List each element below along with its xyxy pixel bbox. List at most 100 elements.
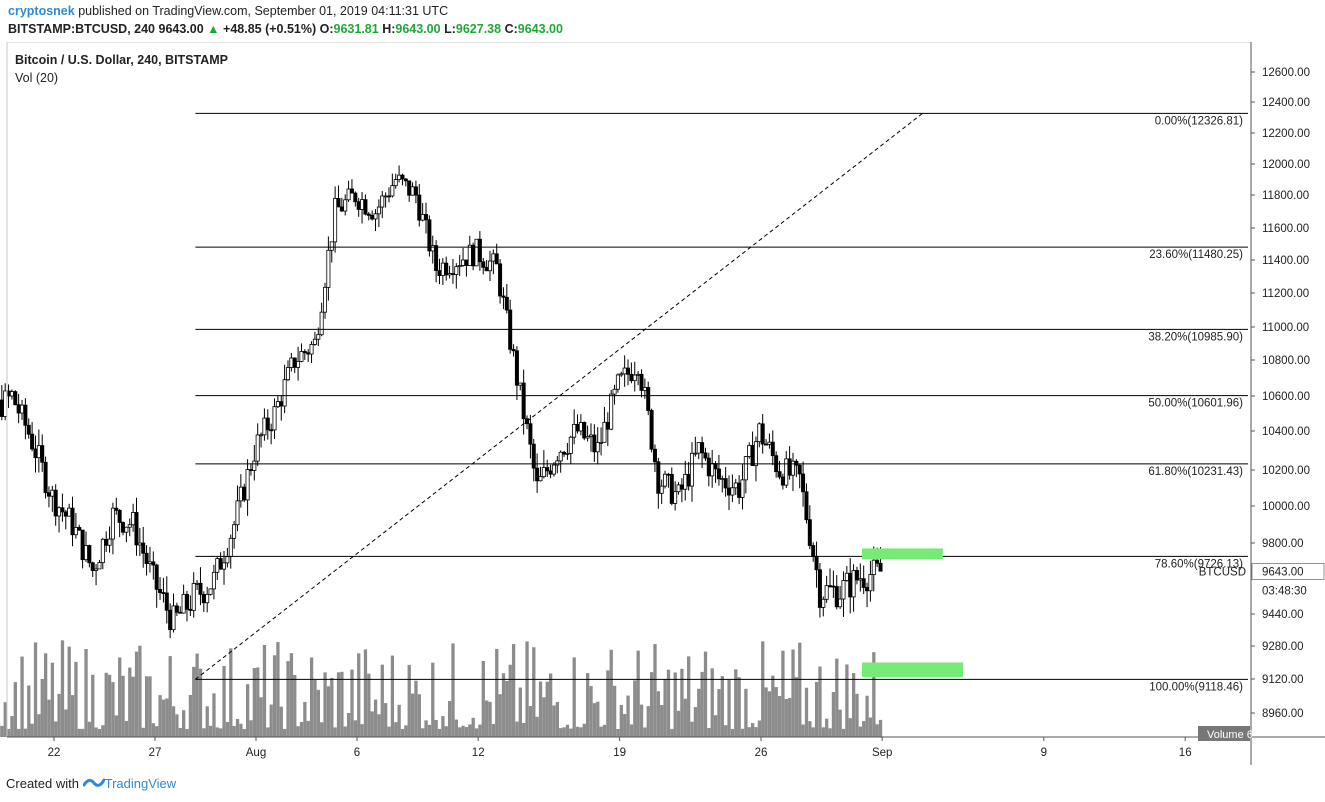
candle-body <box>558 451 563 462</box>
candle <box>440 258 445 285</box>
volume-bar <box>848 718 852 737</box>
candle <box>77 524 82 531</box>
open-value: 9631.81 <box>333 22 379 36</box>
candle-body <box>831 585 836 588</box>
candle <box>868 560 873 602</box>
candle-body <box>164 592 169 611</box>
volume-bar <box>501 673 506 737</box>
candle <box>279 395 284 421</box>
close-label: C: <box>504 22 518 36</box>
price-tick-label: 12200.00 <box>1262 128 1310 140</box>
candle <box>201 591 206 612</box>
candle-body <box>787 458 792 476</box>
candle <box>753 436 758 482</box>
symbol-tag-label: BTCUSD <box>1199 566 1246 578</box>
candle-body <box>23 404 28 426</box>
candle <box>323 282 328 319</box>
high-label: H: <box>382 22 396 36</box>
candle <box>319 302 324 337</box>
volume-bar <box>67 646 71 737</box>
tradingview-logo-icon <box>82 776 106 793</box>
fib-label: 78.60%(9726.13) <box>1155 558 1243 570</box>
candle-body <box>417 194 422 221</box>
dashed-trend-line <box>195 112 923 680</box>
candle-body <box>619 373 624 376</box>
volume-bar <box>286 661 290 737</box>
candle-body <box>161 592 166 594</box>
candle-body <box>134 512 139 546</box>
candle-body <box>454 266 459 275</box>
volume-bar <box>747 727 751 737</box>
candle <box>821 596 826 617</box>
volume-bar <box>538 681 543 737</box>
volume-bar <box>474 728 479 737</box>
candle-body <box>225 556 230 564</box>
candle <box>306 349 311 362</box>
candle-body <box>73 527 78 536</box>
volume-bar <box>713 715 718 737</box>
candle-body <box>821 598 826 608</box>
candle-body <box>83 545 88 561</box>
volume-bar <box>730 728 735 737</box>
volume-bar <box>794 677 799 737</box>
candle <box>636 371 641 386</box>
volume-bar <box>535 716 539 737</box>
tradingview-brand[interactable]: TradingView <box>104 776 177 791</box>
volume-bar <box>313 680 317 737</box>
price-axis[interactable]: 12600.00 12400.00 12200.00 12000.00 11800.00… <box>1251 67 1310 720</box>
candle <box>296 346 301 381</box>
candle <box>760 414 765 454</box>
volume-bar <box>808 721 812 737</box>
volume-bar <box>710 668 714 737</box>
candle-body <box>669 473 674 504</box>
candle <box>487 250 492 282</box>
candle <box>67 503 72 517</box>
author-name[interactable]: cryptosnek <box>8 4 75 18</box>
candle-body <box>844 572 849 581</box>
candle-body <box>188 608 193 611</box>
volume-bar <box>276 642 280 737</box>
volume-bar <box>525 641 529 737</box>
price-tick-label: 9440.00 <box>1262 609 1304 621</box>
candle <box>599 427 604 456</box>
candle-body <box>397 174 402 180</box>
candle-body <box>602 421 607 443</box>
target-zones[interactable] <box>862 548 963 677</box>
candle-body <box>420 214 425 221</box>
candle-body <box>838 598 843 608</box>
volume-bar <box>488 701 492 737</box>
candle <box>764 439 769 446</box>
trend-line[interactable] <box>195 112 923 680</box>
candle <box>73 512 78 539</box>
candle-body <box>94 568 99 571</box>
candle-body <box>147 561 152 564</box>
candle-body <box>659 485 664 494</box>
candle-body <box>407 180 412 196</box>
candle-body <box>53 489 58 517</box>
volume-bar <box>407 664 411 737</box>
volume-bar <box>835 658 839 737</box>
candle-body <box>67 507 72 517</box>
fib-label: 0.00%(12326.81) <box>1155 115 1243 127</box>
price-chart[interactable]: 0.00%(12326.81) 23.60%(11480.25) 38.20%(10… <box>0 42 1325 768</box>
volume-bar <box>862 721 866 737</box>
candle-body <box>386 195 391 198</box>
time-axis[interactable]: 22 27 Aug 6 12 19 26 Sep 9 16 <box>48 737 1192 759</box>
volume-bar <box>336 672 341 737</box>
candle-body <box>548 470 553 475</box>
candle-body <box>215 558 220 573</box>
volume-bar <box>165 698 169 737</box>
volume-bar <box>761 641 765 737</box>
volume-bar <box>575 726 580 737</box>
candle <box>158 577 163 600</box>
candle <box>137 527 142 557</box>
volume-bar <box>784 698 788 737</box>
volume-bar <box>515 721 519 737</box>
volume-bar <box>737 677 741 737</box>
candle-body <box>356 201 361 210</box>
candle-body <box>814 556 819 571</box>
candle <box>780 473 785 490</box>
volume-bar <box>57 693 61 737</box>
volume-bar <box>599 726 603 737</box>
fibonacci-retracement[interactable]: 0.00%(12326.81) 23.60%(11480.25) 38.20%(10… <box>195 112 1248 693</box>
